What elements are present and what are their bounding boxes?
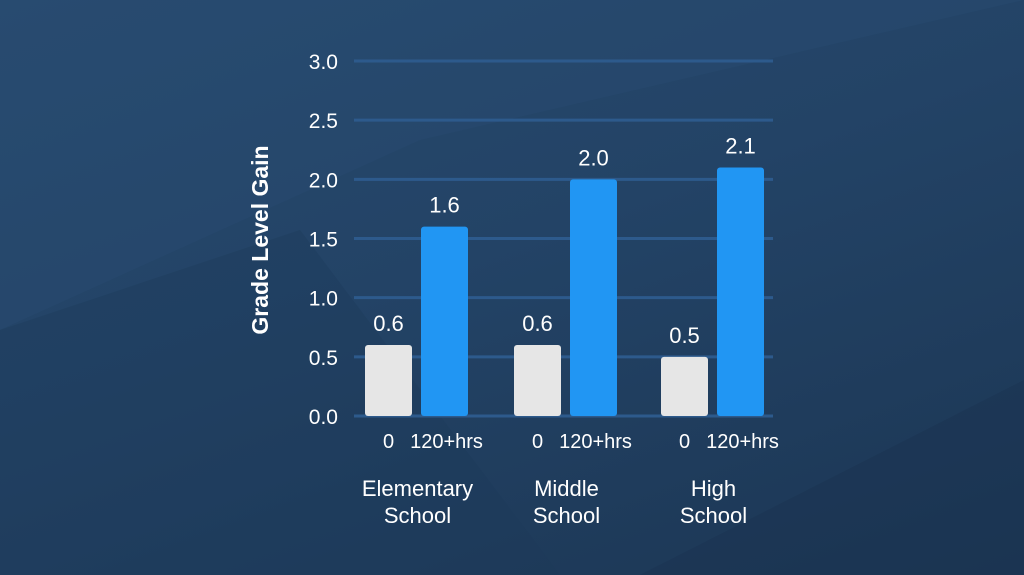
y-tick-label: 0.5 xyxy=(309,347,338,370)
bar-120-plus-hrs xyxy=(570,179,617,416)
bar-zero xyxy=(514,345,561,416)
x-category-label: 120+hrs xyxy=(410,431,483,453)
bar-zero xyxy=(365,345,412,416)
group-label: School xyxy=(533,503,600,528)
bar-120-plus-hrs xyxy=(421,226,468,416)
bar-value-label: 2.1 xyxy=(725,134,756,159)
bar-120-plus-hrs xyxy=(717,167,764,416)
bar-value-label: 1.6 xyxy=(429,193,460,218)
x-category-label: 0 xyxy=(383,431,394,453)
bar-value-label: 0.6 xyxy=(373,311,404,336)
bar-value-label: 2.0 xyxy=(578,145,609,170)
y-tick-label: 2.5 xyxy=(309,110,338,133)
y-tick-label: 1.0 xyxy=(309,288,338,311)
x-category-label: 120+hrs xyxy=(559,431,632,453)
data-labels: 0.6 1.6 0.6 2.0 0.5 2.1 xyxy=(373,134,756,348)
y-axis-ticks: 0.0 0.5 1.0 1.5 2.0 2.5 3.0 xyxy=(309,51,338,429)
x-category-label: 0 xyxy=(679,431,690,453)
y-tick-label: 2.0 xyxy=(309,169,338,192)
group-label: High xyxy=(691,476,736,501)
group-label: School xyxy=(384,503,451,528)
y-tick-label: 3.0 xyxy=(309,51,338,74)
group-label: Elementary xyxy=(362,476,473,501)
x-axis-category-labels: 0 120+hrs 0 120+hrs 0 120+hrs xyxy=(383,431,779,453)
x-category-label: 120+hrs xyxy=(706,431,779,453)
gridlines xyxy=(354,59,773,418)
bars xyxy=(365,167,764,416)
x-category-label: 0 xyxy=(532,431,543,453)
bar-value-label: 0.5 xyxy=(669,323,700,348)
y-tick-label: 1.5 xyxy=(309,229,338,252)
y-axis-title: Grade Level Gain xyxy=(247,145,273,334)
group-label: Middle xyxy=(534,476,599,501)
y-tick-label: 0.0 xyxy=(309,406,338,429)
group-label: School xyxy=(680,503,747,528)
bar-value-label: 0.6 xyxy=(522,311,553,336)
bar-zero xyxy=(661,356,708,416)
